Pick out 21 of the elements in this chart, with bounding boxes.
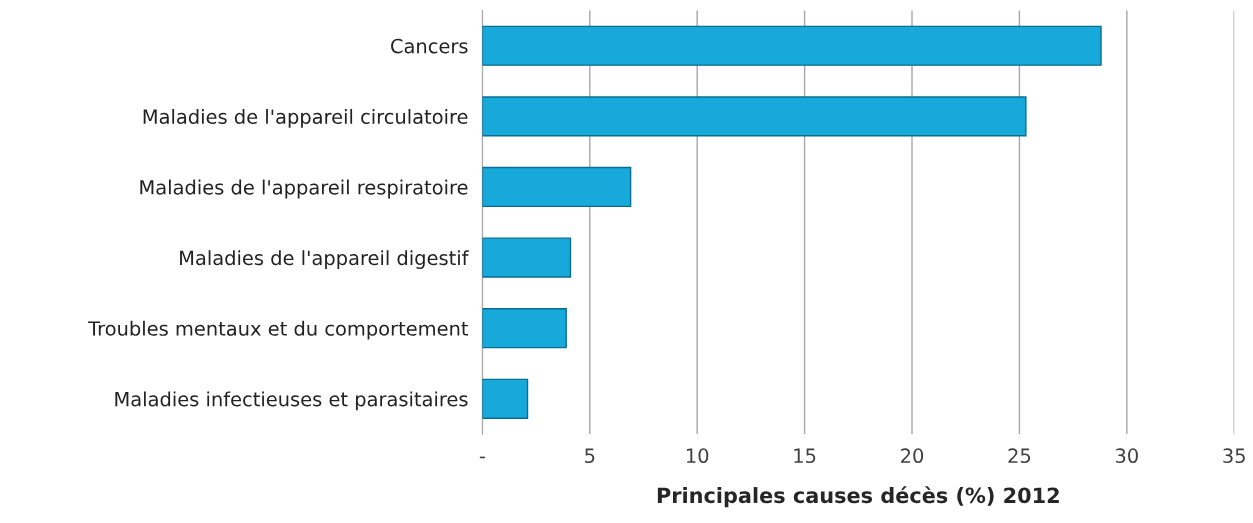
x-tick-label: 15 <box>794 448 816 464</box>
y-tick-label: Cancers <box>391 38 468 54</box>
bar <box>482 25 1102 66</box>
y-tick-label: Maladies infectieuses et parasitaires <box>115 391 468 411</box>
bar <box>482 237 572 278</box>
x-tick-label: 10 <box>686 448 709 464</box>
x-tick-label: 5 <box>585 448 595 464</box>
bar <box>482 166 632 208</box>
y-tick-label: Maladies de l'appareil respiratoire <box>140 179 468 199</box>
x-axis-title: Principales causes décès (%) 2012 <box>657 486 1059 508</box>
x-tick-label: 25 <box>1008 448 1031 464</box>
bar <box>482 308 567 349</box>
y-tick-label: Maladies de l'appareil digestif <box>180 250 469 270</box>
bar <box>482 96 1027 137</box>
x-tick-label: 20 <box>901 448 924 464</box>
x-tick-label: 30 <box>1115 448 1138 464</box>
y-tick-label: Troubles mentaux et du comportement <box>88 320 469 340</box>
x-tick-label: - <box>479 456 485 459</box>
bar <box>482 378 529 419</box>
x-tick-label: 35 <box>1223 448 1245 464</box>
y-tick-label: Maladies de l'appareil circulatoire <box>143 108 468 128</box>
